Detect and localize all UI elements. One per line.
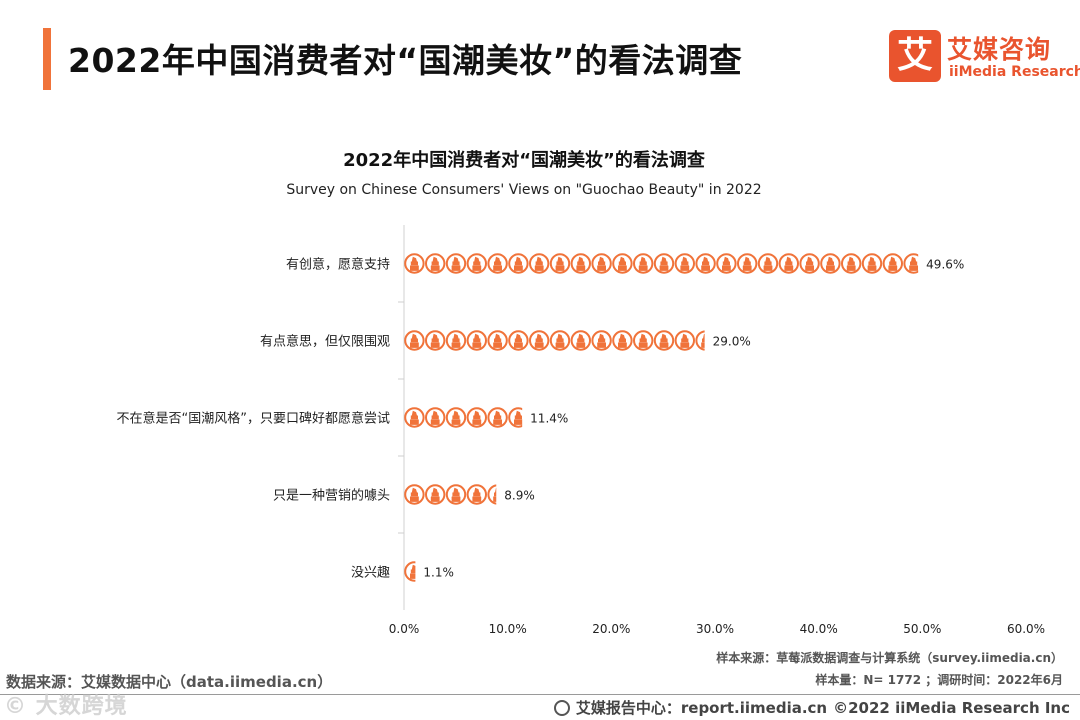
- chart-subtitle: Survey on Chinese Consumers' Views on "G…: [286, 182, 761, 198]
- watermark: © 大数跨境: [4, 694, 128, 719]
- lipstick-pictogram-icon: [508, 330, 529, 351]
- category-label: 不在意是否“国潮风格”，只要口碑好都愿意尝试: [117, 411, 390, 427]
- lipstick-pictogram-icon: [529, 253, 550, 274]
- category-label: 有创意，愿意支持: [286, 257, 390, 273]
- lipstick-pictogram-icon: [404, 253, 425, 274]
- lipstick-pictogram-icon: [633, 253, 654, 274]
- lipstick-pictogram-icon: [737, 253, 758, 274]
- lipstick-pictogram-icon: [716, 253, 737, 274]
- lipstick-pictogram-icon: [425, 253, 446, 274]
- lipstick-pictogram-icon: [445, 407, 467, 428]
- bar: [404, 484, 497, 505]
- footer-divider: [0, 694, 1080, 695]
- x-tick-label: 0.0%: [389, 622, 420, 636]
- lipstick-pictogram-icon: [674, 330, 695, 351]
- lipstick-pictogram-icon: [549, 253, 571, 274]
- sample-source-note: 样本来源：草莓派数据调查与计算系统（survey.iimedia.cn）: [716, 651, 1063, 665]
- lipstick-pictogram-icon: [425, 407, 446, 428]
- bar: [404, 561, 416, 582]
- x-tick-label: 30.0%: [696, 622, 734, 636]
- x-tick-label: 60.0%: [1007, 622, 1045, 636]
- lipstick-pictogram-icon: [445, 253, 467, 274]
- lipstick-pictogram-icon: [487, 407, 508, 428]
- lipstick-pictogram-icon: [612, 253, 633, 274]
- title-accent-bar: [43, 28, 51, 90]
- data-label: 8.9%: [504, 489, 534, 503]
- data-label: 11.4%: [530, 412, 568, 426]
- iimedia-logo: 艾 艾媒咨询 iiMedia Research: [889, 30, 1080, 86]
- lipstick-pictogram-icon: [404, 407, 425, 428]
- lipstick-pictogram-icon: [799, 253, 820, 274]
- copyright: ©2022 iiMedia Research Inc: [833, 698, 1070, 717]
- lipstick-pictogram-icon: [653, 330, 675, 351]
- lipstick-pictogram-icon: [882, 253, 903, 274]
- report-center-link[interactable]: 艾媒报告中心：report.iimedia.cn: [575, 699, 828, 717]
- lipstick-pictogram-icon: [529, 330, 550, 351]
- lipstick-pictogram-icon: [549, 330, 571, 351]
- category-label: 只是一种营销的噱头: [273, 488, 390, 504]
- sample-size-note: 样本量：N= 1772 ；调研时间：2022年6月: [815, 673, 1063, 687]
- lipstick-pictogram-icon: [674, 253, 695, 274]
- lipstick-pictogram-icon: [570, 330, 591, 351]
- chart-title: 2022年中国消费者对“国潮美妆”的看法调查: [343, 149, 705, 171]
- lipstick-pictogram-icon: [820, 253, 841, 274]
- category-label: 有点意思，但仅限围观: [260, 334, 390, 350]
- category-label: 没兴趣: [351, 566, 390, 581]
- lipstick-pictogram-icon: [591, 253, 612, 274]
- bar: [404, 330, 705, 351]
- lipstick-pictogram-icon: [404, 561, 416, 582]
- lipstick-pictogram-icon: [508, 253, 529, 274]
- x-tick-label: 10.0%: [489, 622, 527, 636]
- lipstick-pictogram-icon: [466, 484, 487, 505]
- lipstick-pictogram-icon: [466, 253, 487, 274]
- lipstick-pictogram-icon: [466, 330, 487, 351]
- bar: [404, 253, 919, 274]
- footer-credits: 艾媒报告中心：report.iimedia.cn ©2022 iiMedia R…: [553, 697, 1070, 718]
- logo-badge: 艾: [889, 30, 941, 82]
- data-label: 1.1%: [423, 566, 454, 580]
- lipstick-pictogram-icon: [425, 330, 446, 351]
- lipstick-pictogram-icon: [487, 330, 508, 351]
- lipstick-pictogram-icon: [487, 253, 508, 274]
- x-tick-label: 20.0%: [592, 622, 630, 636]
- page-title: 2022年中国消费者对“国潮美妆”的看法调查: [68, 41, 743, 80]
- logo-name-en: iiMedia Research: [949, 64, 1080, 80]
- bar: [404, 407, 523, 428]
- data-label: 29.0%: [713, 335, 751, 349]
- data-source: 数据来源：艾媒数据中心（data.iimedia.cn）: [6, 673, 333, 691]
- lipstick-pictogram-icon: [653, 253, 675, 274]
- lipstick-pictogram-icon: [425, 484, 446, 505]
- lipstick-pictogram-icon: [612, 330, 633, 351]
- lipstick-pictogram-icon: [404, 484, 425, 505]
- lipstick-pictogram-icon: [695, 330, 705, 351]
- lipstick-pictogram-icon: [861, 253, 883, 274]
- lipstick-pictogram-icon: [445, 330, 467, 351]
- lipstick-pictogram-icon: [778, 253, 799, 274]
- chart-body: 有创意，愿意支持 49.6% 有点意思，但仅限围观 29.0% 不在意是否“国潮风格”，…: [117, 253, 1045, 636]
- x-tick-label: 40.0%: [800, 622, 838, 636]
- lipstick-pictogram-icon: [591, 330, 612, 351]
- x-tick-label: 50.0%: [903, 622, 941, 636]
- lipstick-pictogram-icon: [903, 253, 919, 274]
- lipstick-pictogram-icon: [841, 253, 862, 274]
- lipstick-pictogram-icon: [404, 330, 425, 351]
- data-label: 49.6%: [926, 258, 964, 272]
- globe-icon: [553, 699, 570, 716]
- lipstick-pictogram-icon: [445, 484, 467, 505]
- lipstick-pictogram-icon: [757, 253, 779, 274]
- lipstick-pictogram-icon: [466, 407, 487, 428]
- lipstick-pictogram-icon: [695, 253, 716, 274]
- lipstick-pictogram-icon: [508, 407, 523, 428]
- logo-name-cn: 艾媒咨询: [947, 35, 1052, 64]
- lipstick-pictogram-icon: [633, 330, 654, 351]
- lipstick-pictogram-icon: [487, 484, 497, 505]
- lipstick-pictogram-icon: [570, 253, 591, 274]
